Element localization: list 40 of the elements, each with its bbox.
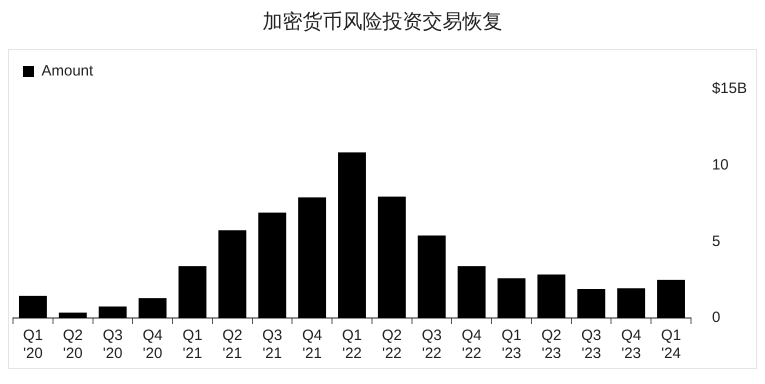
x-tick-label: Q2 '22 [382,327,402,362]
bar [178,266,206,318]
x-tick-label: Q1 '23 [502,327,522,362]
bar [298,197,326,318]
bar [458,266,486,318]
bar [657,280,685,318]
x-tick-label: Q2 '21 [222,327,242,362]
x-tick-label: Q1 '24 [661,327,682,362]
y-tick-label: $15B [712,80,748,98]
bar [58,312,87,318]
y-tick-label: 10 [712,156,729,174]
x-tick-label: Q3 '21 [262,327,282,362]
bar [338,152,366,318]
x-tick-label: Q3 '20 [102,327,123,362]
bar [18,296,47,318]
bar [98,306,127,318]
x-tick-label: Q3 '22 [422,327,442,362]
x-tick-label: Q1 '20 [22,327,43,362]
x-tick-label: Q4 '22 [462,327,482,362]
x-tick-label: Q4 '21 [302,327,322,362]
y-tick-label: 5 [712,232,720,250]
legend-label: Amount [42,62,94,80]
y-tick-label: 0 [712,309,720,326]
bar [537,274,566,318]
x-tick-label: Q2 '20 [62,327,83,362]
bar [378,196,406,318]
bar [498,278,526,318]
bar [577,288,606,318]
bar [258,212,286,318]
x-tick-label: Q4 '20 [142,327,163,362]
x-tick-label: Q1 '22 [342,327,362,362]
bar [617,288,646,318]
x-tick-label: Q1 '21 [182,327,202,362]
x-tick-label: Q4 '23 [621,327,642,362]
chart-title: 加密货币风险投资交易恢复 [262,10,504,35]
bar [218,230,246,318]
bar [418,236,446,318]
bar [138,298,167,318]
x-tick-label: Q2 '23 [541,327,562,362]
x-tick-label: Q3 '23 [581,327,602,362]
